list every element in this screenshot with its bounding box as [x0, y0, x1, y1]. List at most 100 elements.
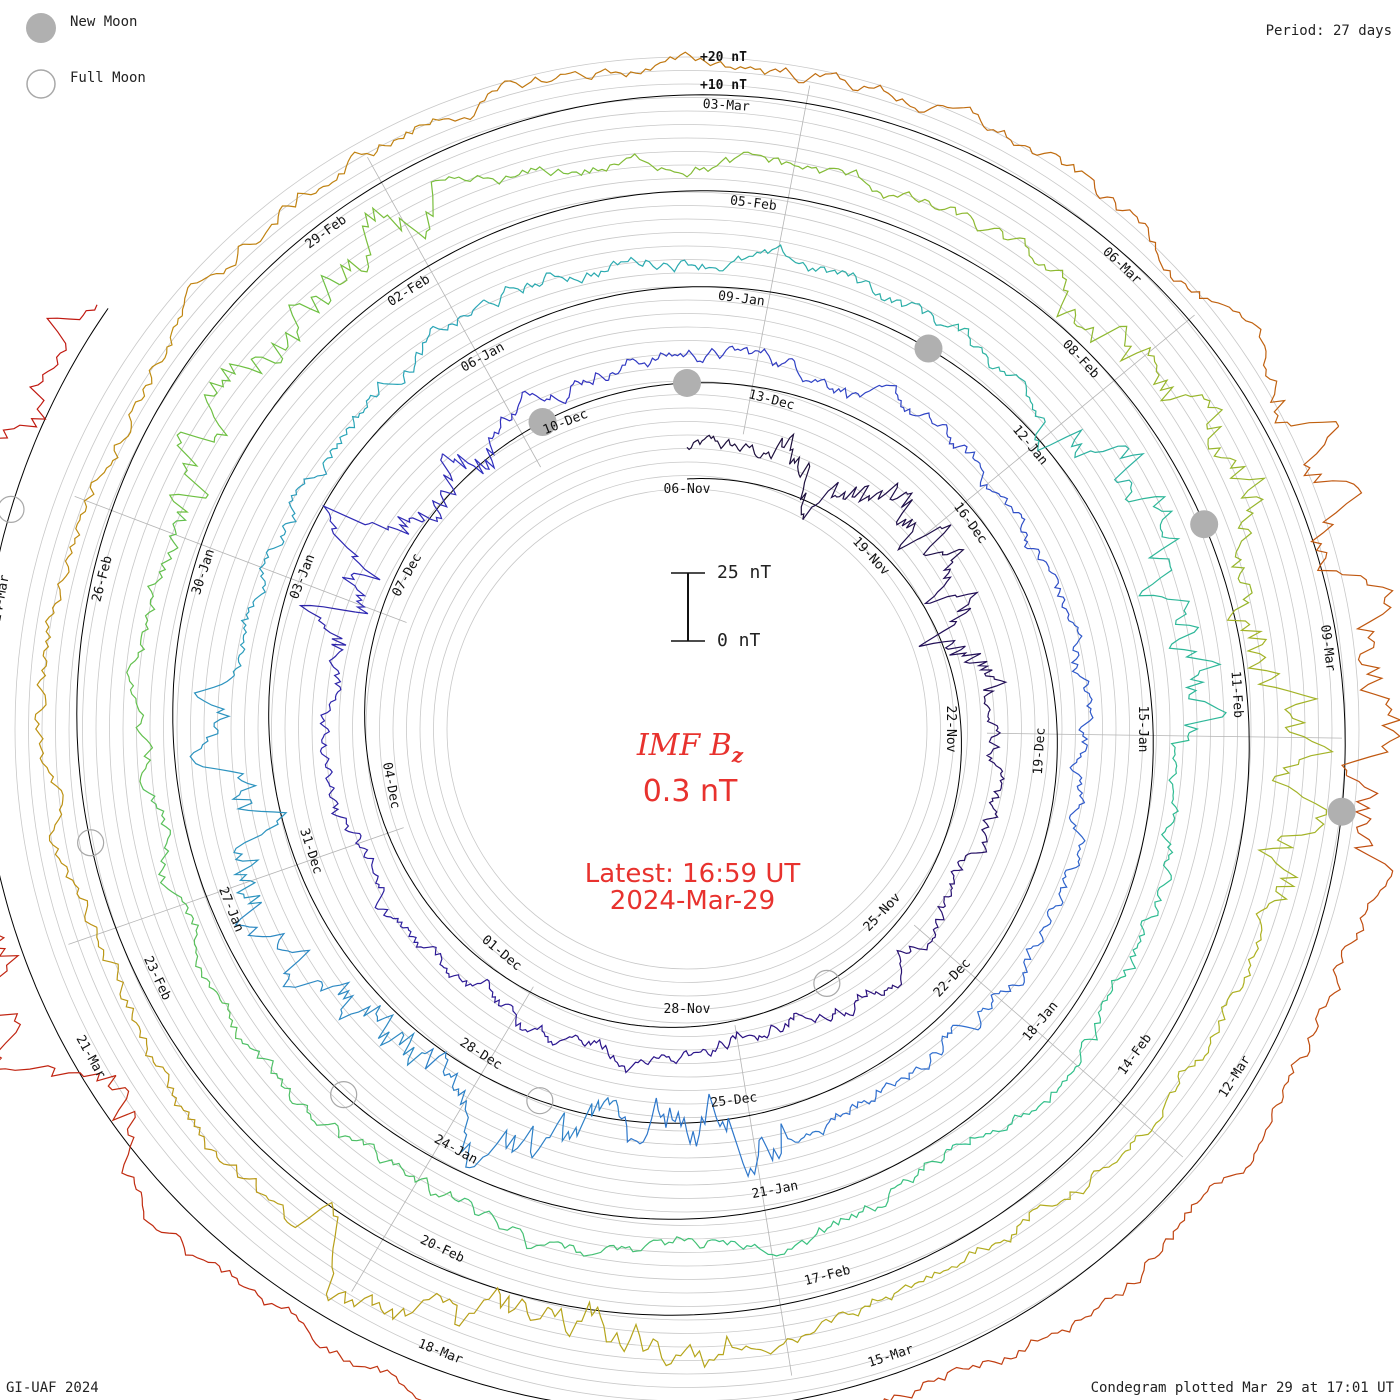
bz-trace-segment	[1018, 1108, 1273, 1352]
date-label: 17-Feb	[803, 1263, 852, 1289]
spoke-line	[351, 986, 534, 1292]
spoke-line	[742, 85, 811, 435]
date-label: 23-Feb	[140, 954, 174, 1003]
bz-trace-segment	[189, 674, 288, 905]
bz-trace-segment	[1226, 609, 1335, 905]
full-moon-marker	[330, 1080, 358, 1109]
bz-trace-segment	[339, 166, 599, 286]
latest-value: 0.3 nT	[642, 774, 738, 809]
bz-trace-segment	[261, 1193, 549, 1327]
bz-trace-segment	[454, 1197, 712, 1257]
moon-markers	[0, 334, 1356, 1115]
bz-trace-segment	[322, 453, 457, 615]
grid-circle	[82, 124, 1292, 1334]
bz-trace-segment	[1302, 425, 1400, 776]
date-label: 18-Mar	[416, 1337, 465, 1368]
bz-trace-segment	[443, 51, 771, 122]
bz-trace-segment	[1272, 774, 1394, 1110]
grid-circle	[298, 340, 1076, 1118]
grid-circle	[365, 407, 1009, 1051]
spoke-line	[986, 732, 1342, 739]
date-label: 15-Jan	[1135, 706, 1150, 753]
bz-trace-segment	[442, 372, 609, 475]
bz-trace-segment	[234, 901, 426, 1067]
date-label: 21-Jan	[751, 1178, 800, 1202]
bz-trace-segment	[168, 274, 340, 513]
grid-circle	[109, 151, 1265, 1307]
bz-trace-segment	[34, 612, 98, 928]
grid-circle	[419, 461, 955, 997]
new-moon-marker	[673, 369, 701, 397]
bz-trace-segment	[793, 360, 968, 454]
full-moon-label: Full Moon	[70, 70, 146, 86]
grid-circle	[230, 272, 1144, 1186]
bz-trace-segment	[880, 191, 1128, 347]
date-label: 01-Dec	[479, 933, 525, 974]
grid-circle	[41, 83, 1333, 1375]
spoke-line	[913, 924, 1184, 1158]
grid-circle	[203, 245, 1171, 1213]
date-label: 28-Nov	[664, 1002, 711, 1017]
grid-circle	[55, 97, 1319, 1361]
full-moon-marker	[0, 495, 25, 523]
date-label: 21-Mar	[72, 1033, 108, 1082]
date-label: 25-Dec	[710, 1090, 758, 1111]
grid-circle	[163, 205, 1211, 1253]
credit-label: GI-UAF 2024	[6, 1380, 99, 1396]
bz-trace-segment	[140, 785, 242, 1040]
bz-trace-segment	[328, 787, 419, 943]
new-moon-marker	[528, 408, 557, 437]
spoke-line	[68, 827, 404, 945]
plotted-timestamp: Condegram plotted Mar 29 at 17:01 UT	[1090, 1380, 1394, 1396]
grid-circle	[190, 232, 1184, 1226]
grid-circle	[149, 191, 1225, 1267]
grid-circle	[95, 137, 1279, 1321]
bz-trace-segment	[322, 299, 485, 469]
bz-trace-segment	[1112, 903, 1270, 1165]
scale-bar	[671, 572, 705, 642]
grid-circle	[406, 448, 968, 1010]
chart-title: IMF Bz	[0, 728, 1380, 767]
grid-circle	[257, 299, 1117, 1159]
bz-trace-segment	[1068, 620, 1094, 819]
bz-trace-segment	[415, 942, 556, 1046]
bz-trace-segment	[848, 1163, 1113, 1317]
bz-trace-segment	[769, 67, 1091, 178]
grid-circle	[68, 110, 1306, 1348]
bz-trace-segment	[686, 432, 811, 520]
bz-trace-segment	[51, 315, 183, 614]
bz-trace-segment	[874, 860, 964, 996]
grid-circle	[271, 313, 1103, 1145]
bz-trace-segment	[1124, 487, 1227, 734]
bz-trace-segment	[107, 1075, 331, 1354]
date-label: 09-Mar	[1317, 624, 1338, 673]
bz-trace-segment	[555, 1034, 723, 1074]
full-moon-marker	[813, 969, 841, 998]
date-label: 09-Jan	[717, 289, 765, 310]
new-moon-icon	[26, 13, 56, 43]
bz-trace-segment	[715, 244, 945, 327]
grid-circle	[379, 421, 995, 1037]
date-label: 28-Dec	[457, 1035, 505, 1073]
zero-spiral	[0, 94, 1346, 1400]
bz-trace-segment	[944, 323, 1145, 489]
grid-circle	[446, 488, 928, 970]
full-moon-icon	[26, 69, 56, 99]
title-subscript: z	[731, 743, 744, 767]
grid-circle	[14, 56, 1360, 1400]
bz-trace-segment	[959, 712, 1006, 862]
full-moon-marker	[526, 1087, 554, 1115]
bz-trace-segment	[965, 451, 1070, 621]
bz-trace-segment	[0, 935, 117, 1082]
bz-trace-segment	[618, 1093, 826, 1179]
bz-trace-segment	[329, 1350, 422, 1400]
bz-trace-segment	[597, 151, 882, 194]
bz-trace-segment	[946, 975, 1126, 1151]
new-moon-label: New Moon	[70, 14, 138, 30]
grid-circle	[392, 434, 982, 1024]
latest-date: 2024-Mar-29	[609, 886, 776, 916]
bz-trace-segment	[918, 561, 1008, 713]
title-main: IMF B	[636, 728, 732, 763]
bz-trace-segment	[711, 1149, 948, 1257]
